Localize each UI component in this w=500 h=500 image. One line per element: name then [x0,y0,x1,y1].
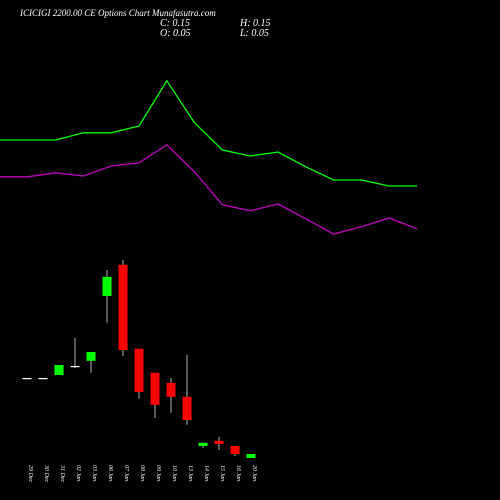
candle-body [182,396,192,420]
x-tick-label: 03 Jan [91,465,97,481]
candle-body [22,378,32,380]
candle-body [38,378,48,380]
candle-body [54,365,64,375]
close-label: C: 0.15 [160,18,190,29]
candle-body [150,372,160,405]
indicator-line [0,79,417,187]
candle-body [198,442,208,446]
x-tick-label: 10 Jan [171,465,177,481]
x-tick-label: 08 Jan [139,465,145,481]
x-tick-label: 20 Jan [251,465,257,481]
candle-body [230,446,240,454]
candle-body [166,382,176,397]
indicator-line [0,143,418,235]
x-tick-label: 31 Dec [59,464,65,482]
x-tick-label: 14 Jan [203,465,210,481]
x-tick-label: 13 Jan [187,465,193,481]
high-label: H: 0.15 [239,18,271,29]
low-label: L: 0.05 [239,28,269,39]
chart-title: ICICIGI 2200.00 CE Options Chart Munafas… [19,8,216,18]
candle-body [70,366,80,368]
candle-body [118,264,128,350]
open-label: O: 0.05 [160,28,191,39]
x-tick-label: 30 Dec [43,464,49,482]
x-tick-label: 07 Jan [123,465,129,481]
candle-body [134,348,144,392]
x-tick-label: 29 Dec [27,465,33,482]
x-tick-label: 15 Jan [219,465,225,481]
x-tick-label: 09 Jan [155,465,161,481]
x-tick-label: 02 Jan [75,465,81,481]
x-tick-label: 16 Jan [235,465,241,481]
candle-body [246,454,256,458]
candle-body [102,276,112,296]
candle-body [86,352,96,361]
candle-body [214,440,224,444]
x-tick-label: 06 Jan [107,465,113,481]
